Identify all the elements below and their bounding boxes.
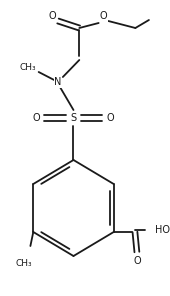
Text: O: O (133, 256, 141, 266)
Text: O: O (106, 113, 114, 123)
Text: N: N (54, 77, 62, 87)
Text: O: O (100, 11, 107, 21)
Text: O: O (33, 113, 41, 123)
Text: CH₃: CH₃ (15, 260, 32, 268)
Text: S: S (70, 113, 76, 123)
Text: HO: HO (155, 225, 169, 235)
Text: O: O (48, 11, 56, 21)
Text: CH₃: CH₃ (20, 62, 36, 72)
